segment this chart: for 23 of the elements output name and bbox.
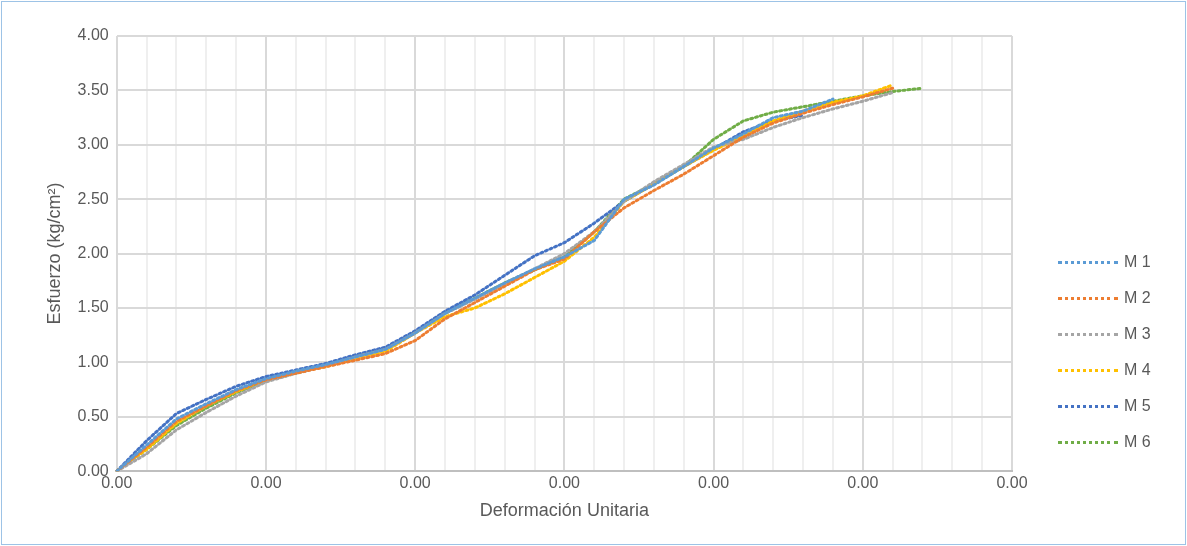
legend-label: M 2 (1124, 289, 1151, 307)
legend-label: M 4 (1124, 361, 1151, 379)
x-tick-label: 0.00 (548, 474, 581, 492)
x-tick-label: 0.00 (399, 474, 431, 492)
x-tick-label: 0.00 (996, 474, 1028, 492)
x-tick-label: 0.00 (250, 474, 282, 492)
legend-label: M 3 (1124, 325, 1151, 343)
y-axis-title: Esfuerzo (kg/cm²) (43, 182, 64, 325)
x-tick-label: 0.00 (698, 474, 730, 492)
y-tick-label: 1.50 (77, 298, 109, 316)
y-tick-label: 2.00 (77, 244, 109, 262)
y-tick-label: 2.50 (77, 189, 109, 207)
y-tick-label: 3.00 (77, 135, 109, 153)
y-tick-label: 0.50 (77, 407, 109, 425)
legend-label: M 6 (1124, 433, 1151, 451)
y-tick-label: 4.00 (77, 26, 109, 44)
y-tick-label: 3.50 (77, 80, 109, 98)
x-tick-label: 0.00 (847, 474, 879, 492)
legend-label: M 5 (1124, 397, 1151, 415)
legend-label: M 1 (1124, 253, 1151, 271)
y-tick-label: 1.00 (77, 352, 109, 370)
x-axis-title: Deformación Unitaria (479, 500, 650, 521)
x-tick-label: 0.00 (101, 474, 133, 492)
